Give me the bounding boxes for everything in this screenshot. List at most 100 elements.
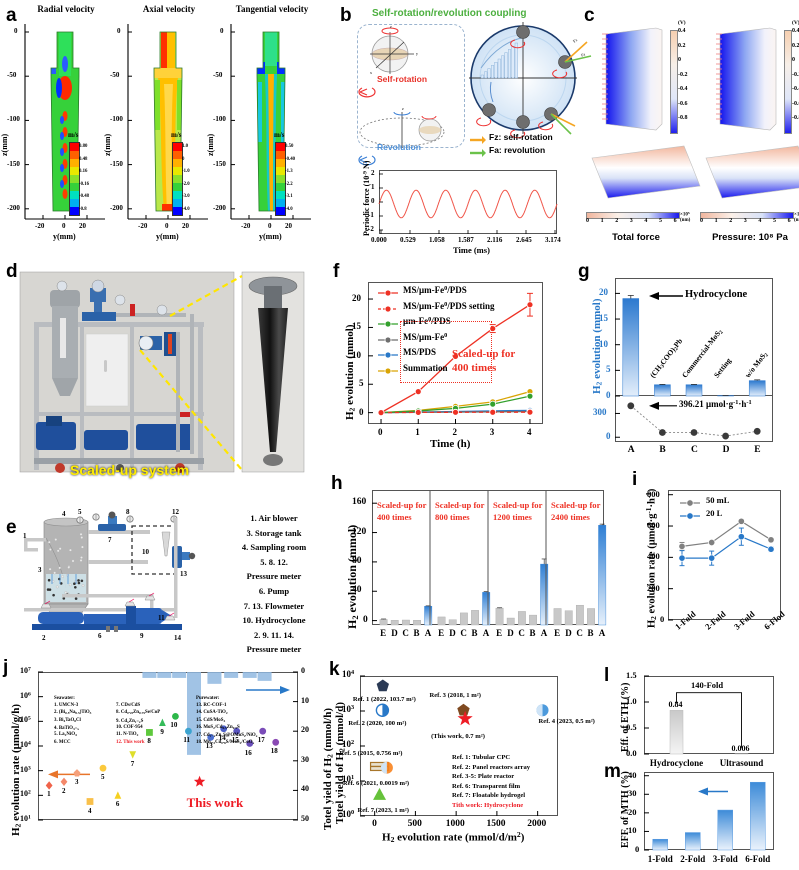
- panel-b-ylabel: Periodic force (10-9 N): [362, 161, 371, 236]
- panel-a1-cbar-unit: m/s: [171, 131, 182, 139]
- panel-j-y2label: Totel yield of H2 (mmol/h): [322, 708, 335, 830]
- panel-a0-ytick-2: -100: [7, 115, 20, 123]
- panel-b-xtick-6: 3.174: [545, 236, 561, 244]
- panel-b-label-self-rotation: Self-rotation: [377, 74, 427, 84]
- panel-h-cat-2-3: B: [530, 628, 536, 638]
- panel-e-num-13: 13: [180, 570, 187, 578]
- panel-h-grouplabel-3-l1: Scaled-up for: [551, 500, 600, 510]
- panel-a0-cbar-label-0: 0.80: [79, 144, 87, 149]
- panel-j-sea-right-4: 11. N-TiO2: [116, 732, 138, 737]
- panel-c-hbar-label-0-2: 2: [615, 218, 618, 224]
- panel-c-colorbar-1: [784, 30, 792, 134]
- panel-b-legend-fz: Fz: self-rotation: [489, 132, 553, 142]
- panel-j-sea-right-0: 7. CDs/CdS: [116, 703, 140, 708]
- panel-j-sea-right-5: 12. This work: [116, 740, 145, 745]
- panel-a1-ytick-3: -150: [110, 160, 123, 168]
- panel-h-grouplabel-0-l2: 400 times: [377, 512, 412, 522]
- panel-m-cat-3: 6-Fold: [742, 854, 774, 864]
- panel-c-colorbar-0: [670, 30, 678, 134]
- panel-c-cbar-label-1-1: 0.2: [792, 43, 799, 49]
- panel-j-y2tick-4: 40: [301, 784, 309, 793]
- panel-a0-ylabel: z(mm): [0, 134, 9, 156]
- panel-e-num-9: 9: [140, 632, 144, 640]
- panel-a2-ytick-2: -100: [213, 115, 226, 123]
- panel-j-point-label-7: 7: [131, 760, 135, 768]
- panel-j-point-label-4: 4: [88, 807, 92, 815]
- panel-f-ytick-5: 5: [359, 378, 364, 388]
- panel-m-cat-1: 2-Fold: [677, 854, 709, 864]
- panel-j-ytick-5: 106: [20, 691, 31, 700]
- panel-c-cbar-label-0-6: -0.8: [678, 115, 688, 121]
- panel-h-cat-1-2: C: [460, 628, 467, 638]
- panel-f-ytick-20: 20: [352, 293, 361, 303]
- panel-e-legend-item-5: 6. Pump: [226, 586, 322, 596]
- panel-k-xtick-1: 500: [408, 819, 422, 829]
- panel-k-xtick-0: 0: [372, 819, 377, 829]
- panel-e-num-11: 11: [158, 614, 165, 622]
- panel-h-grouplabel-1-l1: Scaled-up for: [435, 500, 484, 510]
- panel-e-num-12: 12: [172, 508, 179, 516]
- panel-a0-xtick-2: 20: [79, 222, 86, 230]
- panel-h-cat-0-0: E: [380, 628, 386, 638]
- panel-k-xtick-2: 1000: [446, 819, 465, 829]
- panel-j-pure-2: 15. CdS/MoS2: [196, 718, 225, 723]
- panel-a1-xtick-2: 20: [182, 222, 189, 230]
- panel-k-legend-1: Ref. 2: Panel reactors array: [452, 764, 530, 771]
- panel-b-ytick-1: 1: [371, 183, 375, 191]
- panel-b-xtick-4: 2.116: [487, 236, 502, 244]
- panel-j-sea-left-5: 6. MCC: [54, 740, 71, 745]
- panel-g-cat-A: A: [628, 445, 635, 455]
- panel-c-cbar-label-0-4: -0.4: [678, 86, 688, 92]
- panel-h-grouplabel-1-l2: 800 times: [435, 512, 470, 522]
- panel-g-b-ytick-300: 300: [593, 407, 607, 417]
- panel-f-xtick-4: 4: [527, 427, 532, 437]
- panel-k-legend-3: Ref. 6: Transparent film: [452, 783, 520, 790]
- panel-g-ylabel: H2 evolution (mmol): [591, 298, 604, 394]
- panel-a-title-0: Radial velocity: [21, 4, 111, 14]
- panel-j-point-label-1: 1: [47, 790, 51, 798]
- panel-h-grouplabel-3-l2: 2400 times: [551, 512, 590, 522]
- panel-j-sea-left-4: 5. La2NiO4: [54, 732, 77, 737]
- panel-j-ylabel: H2 evolution rate (μmol/g/h): [10, 704, 23, 836]
- panel-j-sea-right-1: 8. Cd₀.2₅Zn0.75Se/CoP: [116, 710, 160, 715]
- panel-j-point-label-6: 6: [116, 800, 120, 808]
- panel-m-ytick-0: 0: [635, 844, 639, 854]
- panel-b-ytick-2: 0: [371, 197, 375, 205]
- panel-a0-xtick-0: -20: [35, 222, 44, 230]
- panel-label-i: i: [632, 470, 637, 489]
- panel-h-ytick-0: 0: [363, 615, 368, 625]
- panel-k-ylabel: Totel yield of H2 (mmol/d): [334, 702, 347, 824]
- panel-h-cat-1-0: E: [438, 628, 444, 638]
- panel-k-xlabel: H2 evolution rate (mmol/d/m2): [382, 830, 524, 844]
- panel-a1-cbar-label-3: -2.0: [182, 182, 190, 187]
- panel-a-title-1: Axial velocity: [124, 4, 214, 14]
- panel-c-hbar-label-0-0: 0: [586, 218, 589, 224]
- panel-a-title-2: Tangential velocity: [227, 4, 317, 14]
- panel-g-arrow-label: Hydrocyclone: [685, 289, 747, 300]
- panel-j-sea-left-0: 1. UMCN-3: [54, 703, 78, 708]
- panel-a1-cbar-label-1: 0: [182, 157, 184, 162]
- panel-a0-ytick-3: -150: [7, 160, 20, 168]
- panel-j-sea-right-2: 9. CdxZn₁₋xS: [116, 718, 143, 724]
- panel-h-cat-2-1: D: [507, 628, 514, 638]
- panel-h-cat-0-4: A: [425, 628, 432, 638]
- panel-b-axis-z-2: z: [402, 106, 404, 111]
- panel-j-pure-0: 13. RC-COF-1: [196, 703, 226, 708]
- panel-b-xlabel: Time (ms): [453, 245, 490, 255]
- panel-h-ylabel: H2 evolution (mmol): [345, 525, 360, 629]
- panel-k-xtick-3: 1500: [486, 819, 505, 829]
- panel-label-j: j: [3, 658, 8, 677]
- panel-j-point-label-18: 18: [271, 747, 278, 755]
- panel-l-value-0: 0.84: [669, 700, 683, 709]
- panel-e-legend-item-2: 4. Sampling room: [226, 542, 322, 552]
- panel-j-y2tick-3: 30: [301, 755, 309, 764]
- panel-m-cat-0: 1-Fold: [644, 854, 676, 864]
- panel-c-cbar-label-1-4: -0.4: [792, 86, 799, 92]
- panel-k-point-label-0: Ref. 1 (2022, 103.7 m²): [353, 696, 416, 703]
- panel-c-hbar-label-0-3: 3: [630, 218, 633, 224]
- panel-j-purewater-header: Purewater:: [196, 696, 220, 701]
- panel-a1-ylabel: z(mm): [103, 134, 112, 156]
- panel-c-cbar-label-0-2: 0: [678, 57, 681, 63]
- panel-a1-cbar-label-2: -1.0: [182, 169, 190, 174]
- panel-c-cbar-label-0-0: 0.4: [678, 28, 686, 34]
